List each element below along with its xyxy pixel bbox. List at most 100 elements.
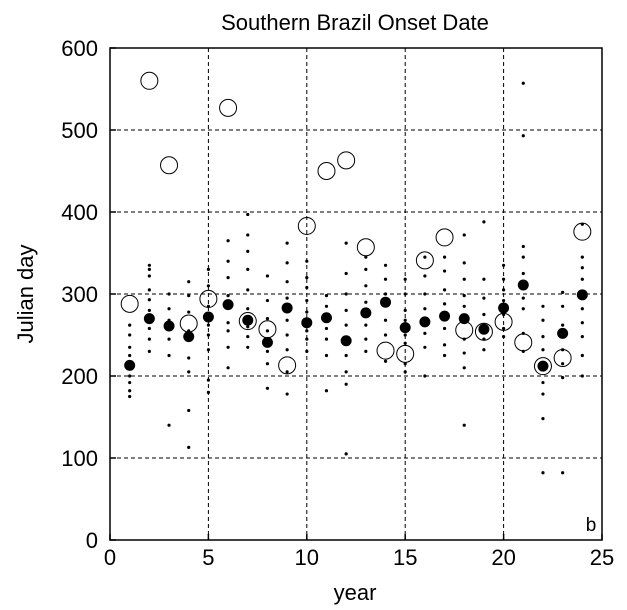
small-dot-point — [128, 323, 132, 327]
small-dot-point — [580, 321, 584, 325]
filled-circle-point — [360, 307, 372, 319]
small-dot-point — [521, 134, 525, 138]
small-dot-point — [147, 274, 151, 278]
small-dot-point — [383, 277, 388, 281]
small-dot-point — [344, 382, 348, 386]
small-dot-point — [502, 298, 506, 303]
small-dot-point — [442, 326, 447, 331]
small-dot-point — [442, 269, 447, 273]
small-dot-point — [167, 292, 171, 296]
filled-circle-point — [498, 302, 510, 314]
small-dot-point — [206, 348, 210, 352]
small-dot-point — [206, 323, 210, 327]
small-dot-point — [147, 288, 151, 292]
filled-circle-point — [222, 299, 234, 311]
small-dot-point — [206, 333, 210, 337]
chart-title: Southern Brazil Onset Date — [221, 10, 489, 35]
filled-circle-point — [242, 314, 254, 326]
small-dot-point — [580, 266, 584, 270]
small-dot-point — [580, 307, 584, 311]
open-circle-point — [553, 348, 572, 367]
filled-circle-point — [419, 316, 431, 328]
small-dot-point — [344, 353, 348, 358]
small-dot-point — [305, 337, 309, 341]
open-circle-point — [356, 238, 375, 257]
small-dot-point — [187, 310, 191, 314]
small-dot-point — [147, 326, 151, 331]
open-circle-point — [435, 228, 454, 247]
small-dot-point — [324, 294, 329, 298]
small-dot-point — [344, 292, 348, 296]
small-dot-point — [423, 331, 427, 335]
open-circle-point — [317, 162, 336, 180]
axis-ticks — [109, 47, 603, 541]
small-dot-point — [403, 333, 407, 337]
x-tick-label: 15 — [393, 545, 417, 570]
small-dot-point — [462, 277, 466, 281]
open-circle-point — [573, 222, 592, 241]
small-dot-point — [226, 329, 230, 333]
small-dot-point — [423, 255, 427, 259]
open-circle-point — [396, 344, 415, 363]
small-dot-point — [246, 288, 250, 292]
small-dot-point — [580, 374, 584, 378]
filled-circle-point — [320, 312, 332, 324]
y-tick-label: 400 — [61, 200, 98, 225]
small-dot-point — [344, 452, 348, 456]
small-dot-point — [403, 292, 407, 296]
small-dot-point — [541, 417, 545, 421]
small-dot-point — [265, 298, 270, 303]
small-dot-point — [285, 296, 289, 300]
small-dot-point — [462, 304, 466, 308]
filled-circle-point — [537, 360, 549, 372]
small-dot-point — [206, 390, 210, 394]
small-dot-point — [580, 277, 584, 281]
small-dot-point — [128, 345, 132, 349]
small-dot-point — [187, 294, 191, 298]
y-tick-label: 200 — [61, 364, 98, 389]
small-dot-point — [580, 335, 584, 339]
small-dot-point — [462, 337, 466, 341]
small-dot-point — [265, 362, 270, 366]
filled-circle-point — [399, 322, 411, 334]
small-dot-point — [462, 366, 466, 370]
small-dot-point — [246, 233, 250, 237]
y-tick-label: 500 — [61, 118, 98, 143]
small-dot-point — [364, 284, 368, 288]
small-dot-point — [285, 261, 289, 265]
small-dot-point — [561, 323, 565, 327]
small-dot-point — [324, 389, 329, 393]
small-dot-point — [403, 362, 407, 366]
small-dot-point — [167, 337, 171, 341]
small-dot-point — [521, 255, 525, 259]
small-dot-point — [147, 349, 151, 353]
small-dot-point — [442, 255, 447, 259]
small-dot-point — [324, 337, 329, 341]
small-dot-point — [561, 362, 565, 366]
small-dot-point — [541, 335, 545, 339]
filled-circle-point — [439, 310, 451, 322]
small-dot-point — [344, 370, 348, 374]
small-dot-point — [364, 267, 368, 271]
open-circle-point — [337, 151, 356, 170]
small-dot-point — [167, 423, 171, 427]
small-dot-point — [403, 277, 407, 281]
small-dot-point — [403, 341, 407, 345]
small-dot-point — [502, 326, 506, 331]
small-dot-point — [521, 307, 525, 311]
filled-circle-point — [163, 320, 175, 332]
open-circle-point — [219, 98, 238, 117]
filled-circle-point — [478, 323, 490, 335]
open-circle-point — [533, 357, 552, 376]
small-dot-point — [226, 294, 230, 298]
small-dot-point — [423, 345, 427, 349]
small-dot-point — [482, 220, 486, 224]
small-dot-point — [128, 374, 132, 378]
small-dot-point — [521, 349, 525, 353]
open-circle-point — [297, 216, 316, 235]
y-tick-label: 0 — [86, 528, 98, 553]
small-dot-point — [482, 312, 486, 317]
small-dot-point — [423, 292, 427, 296]
small-dot-point — [305, 310, 309, 314]
